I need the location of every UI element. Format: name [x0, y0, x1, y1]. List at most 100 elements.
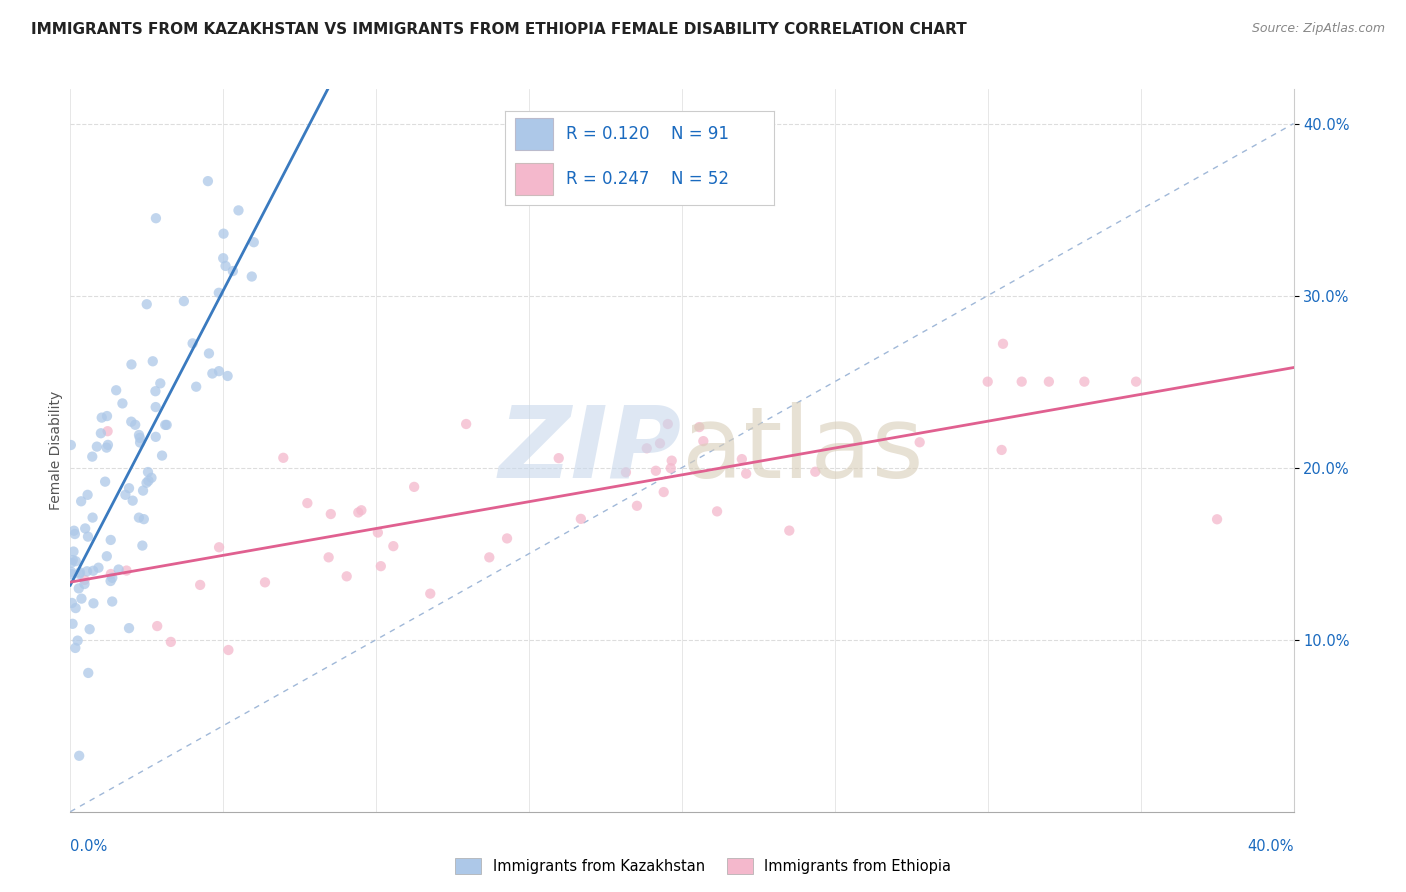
Point: [636, 442, 658, 456]
Point: [188, 578, 211, 592]
Point: [105, 384, 128, 398]
Point: [146, 619, 169, 633]
Point: [135, 475, 157, 490]
Point: [804, 465, 827, 479]
Point: [173, 294, 195, 309]
Point: [706, 504, 728, 518]
Point: [90, 410, 112, 425]
Point: [128, 510, 150, 524]
Point: [336, 569, 359, 583]
Point: [101, 594, 124, 608]
Point: [319, 507, 342, 521]
Point: [142, 354, 165, 368]
Point: [778, 524, 800, 538]
Point: [124, 417, 146, 432]
Point: [60, 567, 83, 582]
Point: [76, 488, 98, 502]
Point: [138, 474, 160, 488]
Point: [66, 633, 89, 648]
Point: [65, 640, 87, 655]
Text: Source: ZipAtlas.com: Source: ZipAtlas.com: [1251, 22, 1385, 36]
Point: [626, 499, 648, 513]
Point: [688, 420, 710, 434]
Point: [67, 566, 90, 581]
Point: [100, 574, 122, 588]
Point: [181, 336, 204, 351]
Point: [1011, 375, 1033, 389]
Point: [569, 512, 592, 526]
Point: [228, 203, 250, 218]
Point: [614, 465, 637, 479]
Point: [59, 438, 82, 452]
Point: [253, 575, 276, 590]
Point: [478, 550, 501, 565]
Point: [121, 493, 143, 508]
Text: IMMIGRANTS FROM KAZAKHSTAN VS IMMIGRANTS FROM ETHIOPIA FEMALE DISABILITY CORRELA: IMMIGRANTS FROM KAZAKHSTAN VS IMMIGRANTS…: [31, 22, 967, 37]
Point: [73, 573, 96, 587]
Point: [217, 368, 239, 383]
Point: [101, 571, 124, 585]
Point: [404, 480, 426, 494]
Point: [73, 577, 96, 591]
Text: atlas: atlas: [682, 402, 924, 499]
Point: [150, 449, 173, 463]
Point: [141, 471, 163, 485]
Point: [70, 494, 93, 508]
Point: [692, 434, 714, 449]
Point: [96, 441, 118, 455]
Point: [100, 567, 122, 582]
Point: [1125, 375, 1147, 389]
Point: [132, 512, 155, 526]
Point: [120, 415, 142, 429]
Point: [155, 417, 177, 432]
Point: [186, 380, 208, 394]
Point: [111, 396, 134, 410]
Point: [129, 435, 152, 450]
Point: [76, 564, 98, 578]
Point: [735, 467, 758, 481]
Text: 40.0%: 40.0%: [1247, 839, 1294, 855]
Point: [69, 566, 91, 580]
Point: [115, 564, 138, 578]
Point: [419, 587, 441, 601]
Point: [67, 582, 90, 596]
Point: [496, 532, 519, 546]
Point: [65, 601, 87, 615]
Point: [70, 591, 93, 606]
Point: [82, 450, 104, 464]
Point: [271, 450, 294, 465]
Point: [661, 453, 683, 467]
Point: [990, 442, 1012, 457]
Point: [731, 452, 754, 467]
Point: [100, 533, 122, 547]
Point: [243, 235, 266, 250]
Point: [63, 527, 86, 541]
Point: [128, 428, 150, 442]
Point: [156, 417, 179, 432]
Point: [382, 539, 405, 553]
Point: [1206, 512, 1229, 526]
Point: [136, 465, 159, 479]
Point: [212, 227, 235, 241]
Point: [367, 525, 389, 540]
Point: [370, 559, 392, 574]
Point: [547, 451, 569, 466]
Point: [208, 285, 231, 300]
Point: [75, 521, 97, 535]
Point: [652, 485, 675, 500]
Point: [79, 622, 101, 636]
Point: [96, 549, 118, 564]
Point: [240, 269, 263, 284]
Point: [60, 556, 83, 570]
Point: [217, 643, 239, 657]
Point: [976, 375, 998, 389]
Point: [1038, 375, 1060, 389]
Point: [644, 464, 666, 478]
Point: [121, 358, 143, 372]
Point: [114, 488, 136, 502]
Point: [208, 364, 231, 378]
Point: [87, 560, 110, 574]
Text: 0.0%: 0.0%: [70, 839, 107, 855]
Point: [991, 336, 1014, 351]
Point: [60, 565, 83, 579]
